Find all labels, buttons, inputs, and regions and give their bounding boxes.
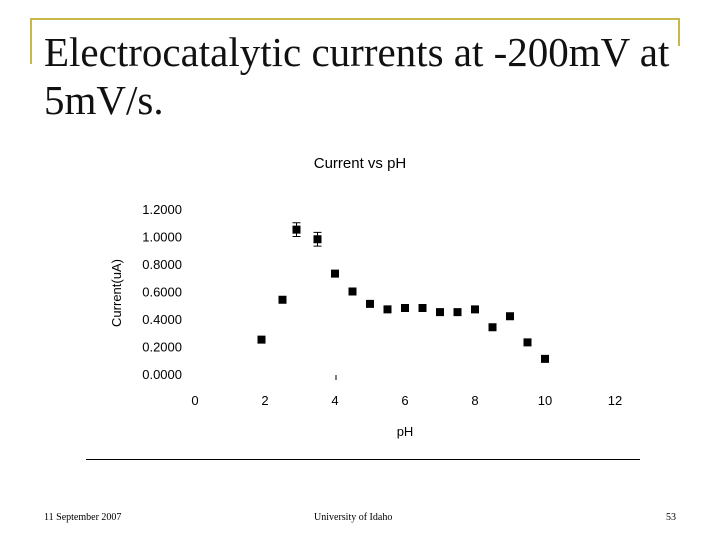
data-point xyxy=(257,335,266,344)
x-tick-label: 12 xyxy=(608,393,622,408)
footer-divider xyxy=(86,459,640,460)
data-point xyxy=(418,304,427,312)
x-tick-labels: 0 2 4 6 8 10 12 xyxy=(191,393,622,408)
y-tick-label: 0.4000 xyxy=(142,312,182,327)
y-tick-label: 1.2000 xyxy=(142,202,182,217)
x-axis-label: pH xyxy=(397,424,414,439)
data-point xyxy=(331,269,339,278)
x-tick-label: 8 xyxy=(471,393,478,408)
data-point xyxy=(506,312,514,321)
data-point xyxy=(278,295,287,304)
x-tick-label: 6 xyxy=(401,393,408,408)
footer-date: 11 September 2007 xyxy=(44,512,122,523)
x-tick-label: 4 xyxy=(331,393,338,408)
y-tick-label: 0.2000 xyxy=(142,340,182,355)
x-tick-label: 10 xyxy=(538,393,552,408)
y-tick-labels: 0.0000 0.2000 0.4000 0.6000 0.8000 1.0000 1.20… xyxy=(142,202,182,382)
data-point xyxy=(401,304,409,312)
data-point xyxy=(523,338,532,347)
x-tick-label: 2 xyxy=(261,393,268,408)
data-point xyxy=(488,323,497,332)
data-point xyxy=(383,305,392,314)
y-axis-label: Current(uA) xyxy=(109,259,124,327)
data-point xyxy=(453,308,462,317)
data-point xyxy=(292,225,301,234)
footer-page-number: 53 xyxy=(666,512,676,523)
y-tick-label: 0.6000 xyxy=(142,285,182,300)
footer-organization: University of Idaho xyxy=(314,512,393,523)
decorative-top-rule xyxy=(30,18,680,20)
y-tick-label: 0.8000 xyxy=(142,257,182,272)
data-points xyxy=(257,222,549,363)
decorative-right-rule xyxy=(678,18,680,46)
slide-title: Electrocatalytic currents at -200mV at 5… xyxy=(44,29,670,123)
data-point xyxy=(313,235,322,244)
data-point xyxy=(366,299,374,308)
data-point xyxy=(436,308,444,317)
data-point xyxy=(541,354,549,363)
chart-title: Current vs pH xyxy=(314,155,407,172)
decorative-left-rule xyxy=(30,18,32,64)
data-point xyxy=(348,287,357,296)
x-tick-label: 0 xyxy=(191,393,198,408)
data-point xyxy=(471,305,479,314)
y-tick-label: 1.0000 xyxy=(142,230,182,245)
y-tick-label: 0.0000 xyxy=(142,367,182,382)
